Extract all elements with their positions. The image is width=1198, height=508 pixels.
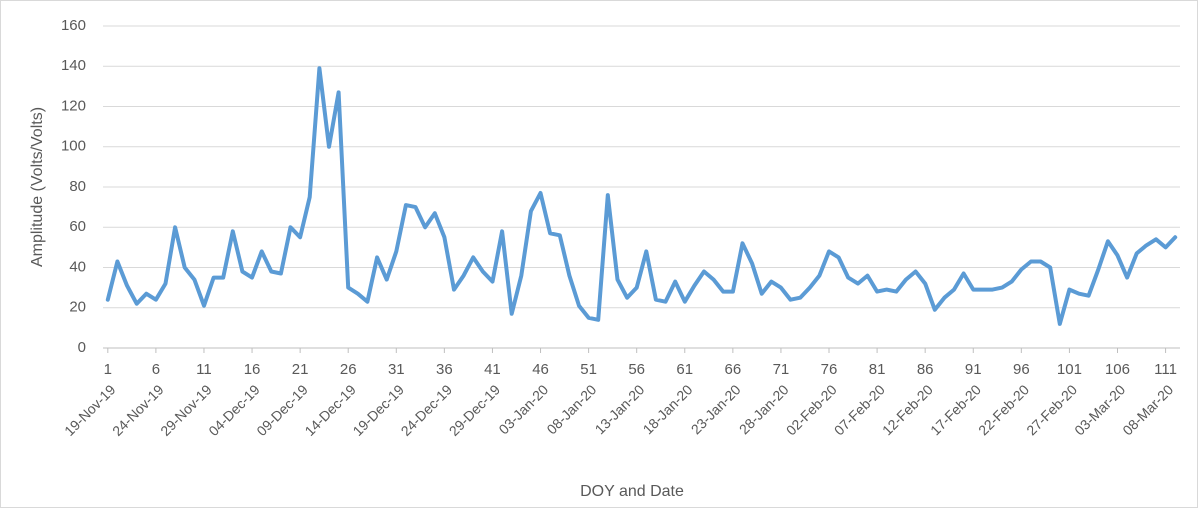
y-tick-label: 120 — [61, 97, 86, 114]
y-tick-label: 60 — [69, 218, 86, 235]
x-tick-label: 76 — [821, 361, 838, 378]
x-tick-label: 101 — [1057, 361, 1082, 378]
x-tick-label: 91 — [965, 361, 982, 378]
x-tick-label: 106 — [1105, 361, 1130, 378]
x-tick-label: 96 — [1013, 361, 1030, 378]
y-tick-label: 140 — [61, 57, 86, 74]
x-axis-title: DOY and Date — [580, 483, 684, 500]
y-tick-label: 0 — [78, 339, 86, 356]
y-tick-label: 100 — [61, 138, 86, 155]
x-tick-label: 41 — [484, 361, 501, 378]
y-tick-label: 160 — [61, 17, 86, 34]
x-tick-label: 31 — [388, 361, 405, 378]
x-tick-label: 1 — [104, 361, 112, 378]
y-tick-label: 40 — [69, 258, 86, 275]
x-tick-label: 21 — [292, 361, 309, 378]
x-tick-label: 16 — [244, 361, 261, 378]
data-line — [105, 66, 1178, 326]
x-tick-label: 56 — [628, 361, 645, 378]
x-tick-label: 11 — [196, 361, 212, 378]
x-tick-label: 51 — [580, 361, 597, 378]
x-tick-label: 36 — [436, 361, 453, 378]
y-tick-label: 20 — [69, 299, 86, 316]
x-tick-label: 6 — [152, 361, 160, 378]
y-tick-label: 80 — [69, 178, 86, 195]
x-tick-label: 61 — [676, 361, 693, 378]
x-tick-label: 71 — [773, 361, 790, 378]
x-tick-label: 46 — [532, 361, 549, 378]
x-tick-label: 81 — [869, 361, 886, 378]
x-tick-label: 26 — [340, 361, 357, 378]
x-tick-label: 86 — [917, 361, 934, 378]
y-axis-title: Amplitude (Volts/Volts) — [29, 107, 46, 267]
x-tick-label: 66 — [725, 361, 742, 378]
x-tick-label: 111 — [1154, 361, 1177, 378]
